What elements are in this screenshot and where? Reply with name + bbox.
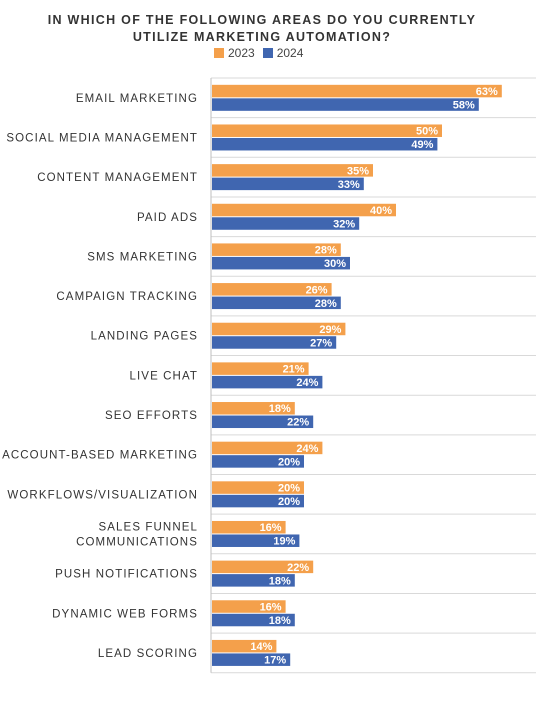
data-label-2024: 20% xyxy=(278,496,300,508)
legend-label-2024: 2024 xyxy=(276,46,304,60)
data-label-2023: 14% xyxy=(250,641,272,653)
category-label: SOCIAL MEDIA MANAGEMENT xyxy=(6,132,198,144)
category-label: EMAIL MARKETING xyxy=(76,93,198,105)
data-label-2023: 63% xyxy=(476,86,498,98)
data-label-2023: 16% xyxy=(260,601,282,613)
bar-2023 xyxy=(212,362,309,375)
data-label-2024: 32% xyxy=(333,218,355,230)
bar-2024 xyxy=(212,375,323,389)
data-label-2023: 35% xyxy=(347,165,369,177)
bar-2024 xyxy=(212,256,350,270)
bar-2023 xyxy=(212,441,323,455)
bar-2024 xyxy=(212,494,304,508)
bar-2024 xyxy=(212,217,360,230)
bar-2024 xyxy=(212,455,304,468)
bar-2023 xyxy=(212,322,346,336)
bar-2023 xyxy=(212,639,277,653)
bar-2023 xyxy=(212,84,502,98)
category-label: SEO EFFORTS xyxy=(105,410,198,422)
bar-2024 xyxy=(212,177,364,191)
bar-2023 xyxy=(212,560,314,574)
data-label-2024: 33% xyxy=(338,179,360,191)
category-label: ACCOUNT-BASED MARKETING xyxy=(2,450,198,462)
legend-swatch-2023 xyxy=(214,48,224,58)
chart-title-line-2: UTILIZE MARKETING AUTOMATION? xyxy=(132,30,392,44)
bar-2024 xyxy=(212,415,314,429)
bar-2024 xyxy=(212,98,479,111)
category-label: LANDING PAGES xyxy=(91,331,198,343)
bar-2024 xyxy=(212,336,337,349)
bar-2023 xyxy=(212,124,442,137)
bar-2023 xyxy=(212,164,373,177)
legend-label-2023: 2023 xyxy=(228,46,255,60)
chart-title: IN WHICH OF THE FOLLOWING AREAS DO YOU C… xyxy=(0,12,524,46)
bar-2024 xyxy=(212,574,295,587)
data-label-2023: 22% xyxy=(287,562,309,574)
data-label-2023: 24% xyxy=(296,443,318,455)
bar-2024 xyxy=(212,653,291,666)
data-label-2023: 21% xyxy=(283,364,305,376)
bar-2024 xyxy=(212,534,300,547)
data-label-2023: 26% xyxy=(306,284,328,296)
data-label-2024: 27% xyxy=(310,337,332,349)
data-label-2024: 18% xyxy=(269,575,291,587)
bar-2024 xyxy=(212,296,341,310)
bar-2023 xyxy=(212,243,341,256)
category-label: LEAD SCORING xyxy=(98,648,198,660)
data-label-2024: 22% xyxy=(287,417,309,429)
data-label-2023: 16% xyxy=(260,522,282,534)
data-label-2023: 29% xyxy=(319,324,341,336)
chart-title-line-1: IN WHICH OF THE FOLLOWING AREAS DO YOU C… xyxy=(47,13,477,27)
bar-2024 xyxy=(212,137,438,151)
data-label-2024: 20% xyxy=(278,456,300,468)
data-label-2023: 28% xyxy=(315,245,337,257)
data-label-2024: 58% xyxy=(453,100,475,112)
data-label-2024: 28% xyxy=(315,298,337,310)
category-label: LIVE CHAT xyxy=(130,370,198,382)
category-label: PUSH NOTIFICATIONS xyxy=(55,569,198,581)
bar-2023 xyxy=(212,402,295,415)
data-label-2024: 17% xyxy=(264,655,286,667)
data-label-2023: 40% xyxy=(370,205,392,217)
data-label-2024: 49% xyxy=(411,139,433,151)
category-label: CAMPAIGN TRACKING xyxy=(56,291,198,303)
bar-2024 xyxy=(212,613,295,627)
legend-item-2023: 2023 xyxy=(214,46,255,60)
data-label-2024: 19% xyxy=(273,536,295,548)
data-label-2023: 18% xyxy=(269,403,291,415)
bar-2023 xyxy=(212,600,286,613)
category-label: SALES FUNNEL COMMUNICATIONS xyxy=(76,521,198,548)
bar-2023 xyxy=(212,520,286,534)
data-label-2024: 24% xyxy=(296,377,318,389)
chart-legend: 2023 2024 xyxy=(214,46,307,60)
legend-item-2024: 2024 xyxy=(262,46,304,60)
category-label: WORKFLOWS/VISUALIZATION xyxy=(7,489,198,501)
bar-2023 xyxy=(212,481,304,494)
category-label: CONTENT MANAGEMENT xyxy=(37,172,198,184)
data-label-2023: 50% xyxy=(416,126,438,138)
bar-2023 xyxy=(212,283,332,296)
bar-2023 xyxy=(212,203,396,217)
category-label: DYNAMIC WEB FORMS xyxy=(52,608,198,620)
data-label-2024: 18% xyxy=(269,615,291,627)
data-label-2023: 20% xyxy=(278,483,300,495)
category-label: PAID ADS xyxy=(137,212,198,224)
legend-swatch-2024 xyxy=(262,48,273,58)
data-label-2024: 30% xyxy=(324,258,346,270)
category-label: SMS MARKETING xyxy=(87,251,198,263)
